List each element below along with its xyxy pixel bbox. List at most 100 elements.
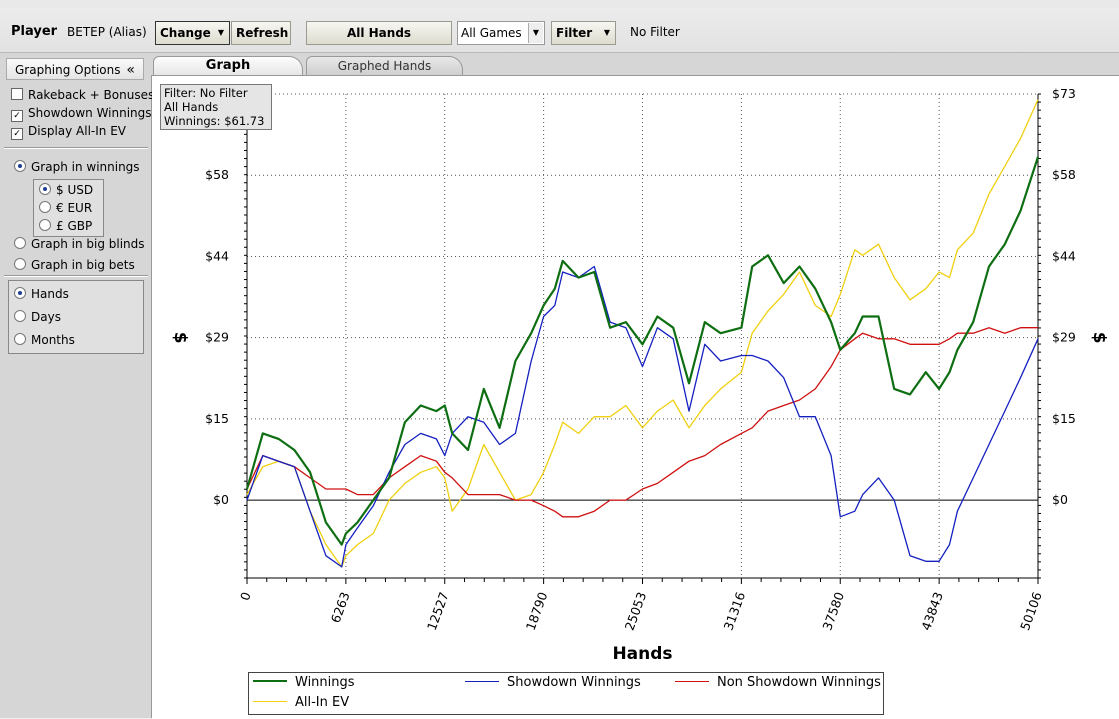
info-hands-line: All Hands bbox=[164, 100, 219, 114]
series-line-showdown bbox=[246, 265, 1039, 568]
games-select[interactable]: All Games ▼ bbox=[457, 21, 545, 45]
y-tick-label: $44 bbox=[205, 248, 229, 263]
graph-in-winnings-radio[interactable]: Graph in winnings bbox=[14, 160, 140, 174]
y-axis-label-left: $ bbox=[170, 332, 190, 344]
legend-item-winnings: Winnings bbox=[253, 675, 355, 691]
series-line-allin_ev bbox=[246, 99, 1039, 568]
legend-item-showdown: Showdown Winnings bbox=[465, 675, 641, 691]
radio-unselected-icon bbox=[14, 310, 26, 322]
divider bbox=[4, 275, 148, 277]
x-mode-months-radio[interactable]: Months bbox=[14, 333, 75, 347]
legend-swatch bbox=[675, 681, 709, 682]
graphing-options-title: Graphing Options bbox=[15, 63, 121, 77]
change-button-label: Change bbox=[160, 26, 211, 40]
radio-selected-icon bbox=[14, 287, 26, 299]
x-axis-mode-group: Hands Days Months bbox=[8, 280, 144, 354]
y-tick-label: $0 bbox=[213, 492, 229, 507]
checkbox-checked-icon: ✓ bbox=[11, 128, 23, 140]
rakeback-checkbox[interactable]: Rakeback + Bonuses bbox=[11, 88, 154, 102]
legend-label: Non Showdown Winnings bbox=[717, 675, 881, 690]
filter-button-label: Filter bbox=[556, 26, 593, 40]
currency-gbp-radio[interactable]: £ GBP bbox=[39, 219, 92, 233]
tab-bar: Graph Graphed Hands bbox=[151, 53, 1119, 75]
all-hands-button[interactable]: All Hands bbox=[306, 21, 452, 45]
x-mode-hands-radio[interactable]: Hands bbox=[14, 287, 69, 301]
y-tick-label: $0 bbox=[1052, 492, 1068, 507]
radio-selected-icon bbox=[14, 160, 26, 172]
tab-graph[interactable]: Graph bbox=[153, 56, 303, 75]
y-tick-label: $15 bbox=[205, 411, 229, 426]
graph-in-big-bets-radio[interactable]: Graph in big bets bbox=[14, 258, 135, 272]
legend-label: Showdown Winnings bbox=[507, 675, 641, 690]
graph-in-big-blinds-label: Graph in big blinds bbox=[31, 237, 145, 251]
showdown-winnings-label: Showdown Winnings bbox=[28, 106, 152, 120]
y-tick-label: $58 bbox=[205, 167, 229, 182]
radio-unselected-icon bbox=[39, 201, 51, 213]
x-mode-days-radio[interactable]: Days bbox=[14, 310, 61, 324]
x-tick-label: 18790 bbox=[523, 590, 551, 633]
graphing-options-header: Graphing Options « bbox=[6, 58, 144, 80]
player-label: Player bbox=[11, 24, 58, 39]
x-tick-label: 0 bbox=[237, 590, 254, 603]
refresh-button[interactable]: Refresh bbox=[231, 21, 291, 45]
y-tick-label: $15 bbox=[1052, 411, 1076, 426]
chart-legend: Winnings Showdown Winnings Non Showdown … bbox=[248, 672, 884, 715]
tab-graphed-hands[interactable]: Graphed Hands bbox=[306, 56, 463, 75]
legend-label: Winnings bbox=[295, 675, 355, 690]
toolbar: Player BETEP (Alias) Change ▼ Refresh Al… bbox=[0, 8, 1119, 53]
checkbox-checked-icon: ✓ bbox=[11, 110, 23, 122]
legend-swatch bbox=[253, 701, 287, 702]
chevron-down-icon: ▼ bbox=[603, 28, 610, 37]
filter-status: No Filter bbox=[630, 25, 680, 39]
collapse-panel-icon[interactable]: « bbox=[126, 62, 135, 78]
legend-swatch bbox=[465, 681, 499, 682]
chevron-down-icon[interactable]: ▼ bbox=[528, 23, 543, 43]
player-name: BETEP (Alias) bbox=[67, 25, 147, 39]
legend-label: All-In EV bbox=[295, 695, 350, 710]
info-winnings-line: Winnings: $61.73 bbox=[164, 114, 265, 128]
x-axis-label: Hands bbox=[612, 644, 672, 664]
radio-unselected-icon bbox=[14, 258, 26, 270]
y-tick-label: $29 bbox=[1052, 330, 1076, 345]
x-mode-label: Months bbox=[31, 333, 75, 347]
radio-unselected-icon bbox=[14, 237, 26, 249]
change-player-button[interactable]: Change ▼ bbox=[155, 21, 230, 45]
rakeback-label: Rakeback + Bonuses bbox=[28, 88, 155, 102]
currency-usd-radio[interactable]: $ USD bbox=[39, 183, 93, 197]
filter-info-box: Filter: No Filter All Hands Winnings: $6… bbox=[160, 84, 272, 130]
legend-swatch bbox=[253, 680, 287, 682]
currency-label: £ GBP bbox=[56, 219, 93, 233]
filter-button[interactable]: Filter ▼ bbox=[551, 21, 616, 45]
showdown-winnings-checkbox[interactable]: ✓ Showdown Winnings bbox=[11, 106, 152, 122]
graph-in-big-bets-label: Graph in big bets bbox=[31, 258, 135, 272]
currency-group: $ USD € EUR £ GBP bbox=[33, 179, 104, 237]
series-line-winnings bbox=[245, 156, 1040, 546]
x-tick-label: 31316 bbox=[720, 590, 748, 633]
y-tick-label: $73 bbox=[1052, 86, 1076, 101]
x-tick-label: 12527 bbox=[424, 590, 452, 632]
graph-in-winnings-label: Graph in winnings bbox=[31, 160, 140, 174]
radio-unselected-icon bbox=[14, 333, 26, 345]
graphing-options-panel: Graphing Options « Rakeback + Bonuses ✓ S… bbox=[0, 53, 154, 718]
y-tick-label: $44 bbox=[1052, 248, 1076, 263]
currency-eur-radio[interactable]: € EUR bbox=[39, 201, 92, 215]
graph-in-big-blinds-radio[interactable]: Graph in big blinds bbox=[14, 237, 145, 251]
divider bbox=[4, 147, 148, 149]
radio-unselected-icon bbox=[39, 219, 51, 231]
x-tick-label: 43843 bbox=[918, 590, 946, 632]
legend-item-allin-ev: All-In EV bbox=[253, 695, 349, 711]
info-filter-line: Filter: No Filter bbox=[164, 86, 248, 100]
y-axis-label-right: $ bbox=[1089, 332, 1109, 344]
chart-area: $0$0$15$15$29$29$44$44$58$58$73$73062631… bbox=[152, 75, 1119, 719]
currency-label: $ USD bbox=[56, 183, 94, 197]
y-tick-label: $29 bbox=[205, 330, 229, 345]
games-select-value: All Games bbox=[461, 26, 522, 40]
y-tick-label: $58 bbox=[1052, 167, 1076, 182]
x-tick-label: 37580 bbox=[819, 590, 847, 633]
radio-selected-icon bbox=[39, 183, 51, 195]
display-allin-ev-label: Display All-In EV bbox=[28, 124, 127, 138]
checkbox-unchecked-icon bbox=[11, 88, 23, 100]
chevron-down-icon: ▼ bbox=[217, 28, 224, 37]
x-tick-label: 6263 bbox=[328, 590, 353, 625]
display-allin-ev-checkbox[interactable]: ✓ Display All-In EV bbox=[11, 124, 126, 140]
